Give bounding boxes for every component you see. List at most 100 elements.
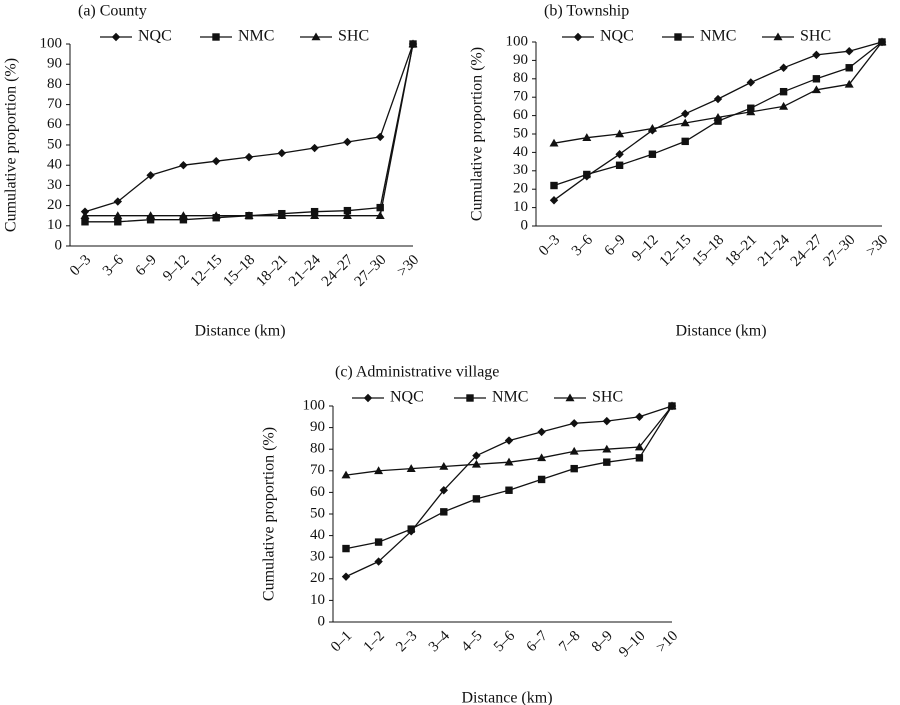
- chart-title: (c) Administrative village: [335, 364, 499, 381]
- panel-county: (a) County 0 10 20 30 40 50 60 70 80 90 100 0–3 3–6 6–…: [3, 3, 423, 340]
- data-point-nqc: [615, 150, 624, 159]
- data-point-nqc: [212, 156, 221, 166]
- y-tick-label: 50: [513, 125, 528, 141]
- x-tick-label: 15–18: [689, 232, 727, 270]
- x-tick-label: 0–3: [67, 252, 94, 279]
- data-point-nqc: [746, 78, 755, 87]
- data-point-nqc: [845, 47, 854, 56]
- data-point-shc: [811, 85, 821, 94]
- x-tick-label: 3–6: [569, 232, 597, 260]
- x-tick-label: >30: [863, 232, 891, 260]
- y-tick-label: 50: [310, 505, 325, 521]
- x-tick-label: 9–10: [616, 628, 649, 661]
- y-axis-label: Cumulative proportion (%): [3, 58, 20, 232]
- x-axis-label: Distance (km): [194, 323, 285, 340]
- data-point-nmc: [537, 475, 546, 484]
- legend-marker-nmc: [212, 33, 220, 41]
- x-tick-label: 24–27: [788, 232, 826, 270]
- data-point-nmc: [343, 206, 352, 215]
- x-tick-label: 12–15: [657, 232, 695, 270]
- data-point-nqc: [146, 171, 155, 180]
- panel-administrative-village: (c) Administrative village 0 10 20 30 40 50 60 7…: [261, 364, 682, 705]
- y-tick-label: 70: [310, 462, 325, 478]
- chart-title: (a) County: [78, 3, 147, 20]
- data-point-nqc: [341, 572, 351, 581]
- data-point-shc: [310, 211, 320, 219]
- data-point-nmc: [374, 538, 383, 546]
- x-tick-label: 0–3: [536, 232, 563, 259]
- data-point-shc: [844, 79, 854, 88]
- x-tick-label: 6–9: [602, 232, 629, 259]
- data-point-nqc: [537, 427, 546, 437]
- data-point-nqc: [439, 486, 448, 495]
- data-point-nmc: [472, 495, 481, 503]
- data-point-shc: [146, 211, 156, 219]
- y-tick-label: 100: [40, 35, 63, 51]
- x-axis-label: Distance (km): [461, 690, 552, 705]
- data-point-nmc: [603, 458, 611, 466]
- data-point-nqc: [681, 109, 690, 118]
- data-point-nmc: [812, 75, 821, 83]
- data-point-nqc: [779, 63, 788, 72]
- data-point-shc: [341, 470, 351, 479]
- data-point-shc: [549, 138, 559, 147]
- data-point-nmc: [376, 203, 384, 212]
- x-tick-label: 3–4: [426, 628, 454, 656]
- legend-label-shc: SHC: [592, 389, 623, 406]
- y-tick-label: 30: [513, 162, 528, 178]
- data-point-nmc: [342, 544, 350, 553]
- y-tick-label: 30: [47, 177, 62, 193]
- data-point-shc: [667, 401, 677, 410]
- data-point-nqc: [472, 451, 481, 460]
- y-tick-label: 20: [513, 181, 528, 197]
- y-tick-label: 80: [47, 76, 62, 92]
- data-point-shc: [178, 211, 188, 219]
- data-point-shc: [504, 457, 514, 466]
- x-tick-label: >10: [653, 628, 681, 656]
- data-point-shc: [779, 101, 789, 110]
- legend-label-nmc: NMC: [700, 28, 736, 45]
- legend-label-nmc: NMC: [492, 389, 528, 406]
- data-point-shc: [713, 112, 723, 121]
- x-tick-label: 7–8: [556, 628, 583, 655]
- data-point-nmc: [570, 464, 578, 473]
- data-point-shc: [408, 39, 418, 48]
- data-point-nqc: [343, 137, 352, 147]
- y-tick-label: 0: [55, 237, 63, 253]
- y-tick-label: 70: [513, 89, 528, 105]
- y-tick-label: 10: [47, 217, 62, 233]
- legend-label-nqc: NQC: [390, 389, 424, 406]
- data-point-nmc: [779, 87, 788, 96]
- x-tick-label: 18–21: [722, 232, 760, 270]
- data-point-nqc: [635, 412, 644, 421]
- y-tick-label: 80: [513, 70, 528, 86]
- data-point-nqc: [244, 152, 254, 162]
- data-point-nmc: [714, 117, 722, 125]
- data-point-shc: [406, 464, 416, 472]
- y-tick-label: 90: [310, 419, 325, 435]
- data-point-shc: [634, 442, 644, 451]
- x-tick-label: 3–6: [100, 252, 128, 280]
- y-tick-label: 40: [47, 157, 62, 173]
- data-point-nqc: [376, 132, 385, 142]
- y-tick-label: 60: [310, 484, 325, 500]
- data-point-nmc: [681, 137, 689, 146]
- x-tick-label: 21–24: [286, 252, 324, 290]
- y-tick-label: 40: [513, 144, 528, 160]
- x-tick-label: 18–21: [253, 252, 291, 290]
- x-tick-label: 6–7: [524, 628, 552, 656]
- data-point-nmc: [407, 525, 415, 533]
- x-tick-label: 27–30: [352, 252, 390, 290]
- y-tick-label: 10: [513, 199, 528, 215]
- chart-title: (b) Township: [544, 3, 629, 20]
- legend-label-nqc: NQC: [138, 28, 172, 45]
- x-axis-label: Distance (km): [675, 323, 766, 340]
- x-tick-label: 0–1: [328, 628, 355, 655]
- x-tick-label: >30: [394, 252, 422, 280]
- data-point-nmc: [146, 216, 155, 224]
- data-point-nqc: [549, 196, 559, 205]
- data-point-nqc: [812, 50, 821, 60]
- data-point-nqc: [602, 416, 611, 426]
- data-point-nmc: [114, 218, 122, 226]
